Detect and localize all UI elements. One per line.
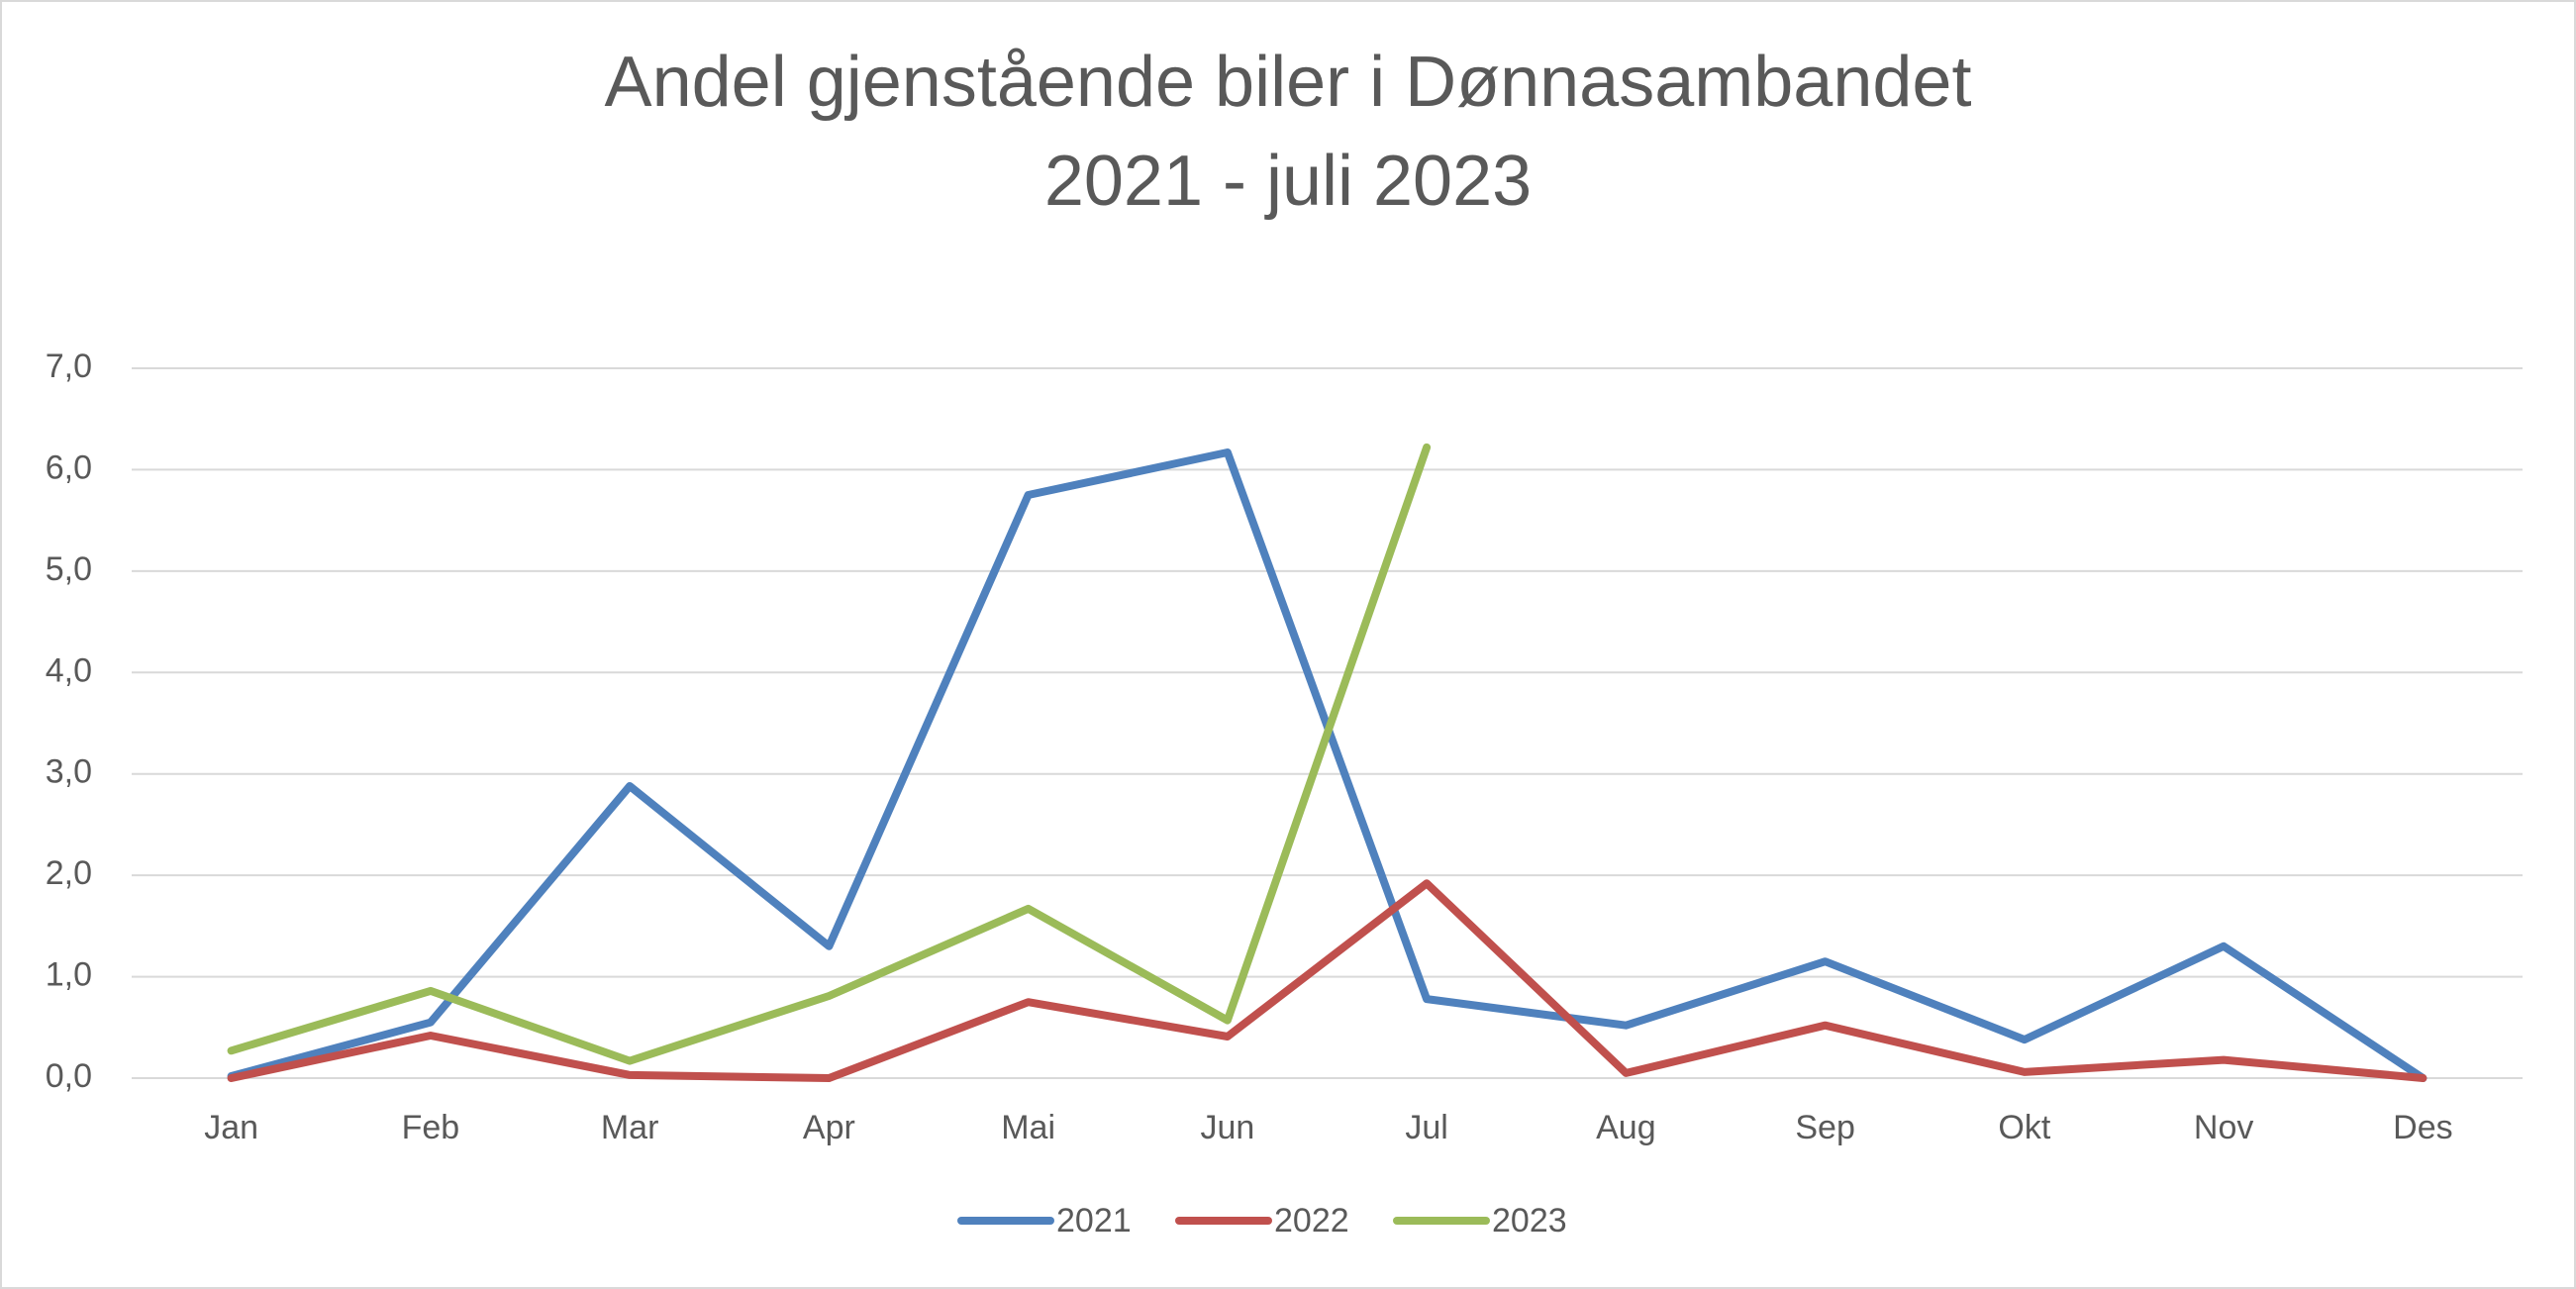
legend-label: 2022 [1274, 1202, 1349, 1239]
chart-subtitle: 2021 - juli 2023 [1044, 142, 1532, 221]
chart-title: Andel gjenstående biler i Dønnasambandet [605, 43, 1972, 122]
x-tick-label: Des [2393, 1109, 2452, 1146]
x-tick-label: Sep [1795, 1109, 1855, 1146]
y-tick-label: 7,0 [46, 347, 92, 385]
x-tick-label: Nov [2194, 1109, 2253, 1146]
x-tick-label: Mar [601, 1109, 659, 1146]
legend-label: 2021 [1056, 1202, 1132, 1239]
x-tick-label: Jun [1200, 1109, 1254, 1146]
x-tick-label: Aug [1596, 1109, 1656, 1146]
x-tick-label: Apr [803, 1109, 855, 1146]
x-tick-label: Jul [1405, 1109, 1447, 1146]
y-tick-label: 4,0 [46, 651, 92, 689]
y-tick-label: 3,0 [46, 753, 92, 791]
x-tick-label: Feb [402, 1109, 460, 1146]
y-tick-label: 6,0 [46, 448, 92, 486]
x-tick-label: Okt [1998, 1109, 2050, 1146]
x-tick-label: Mai [1001, 1109, 1055, 1146]
x-tick-label: Jan [204, 1109, 258, 1146]
y-tick-label: 1,0 [46, 956, 92, 994]
y-tick-label: 0,0 [46, 1057, 92, 1095]
series-line [227, 443, 1432, 1065]
series-line [227, 879, 2427, 1082]
y-tick-label: 2,0 [46, 854, 92, 892]
legend-label: 2023 [1492, 1202, 1567, 1239]
y-tick-label: 5,0 [46, 550, 92, 588]
